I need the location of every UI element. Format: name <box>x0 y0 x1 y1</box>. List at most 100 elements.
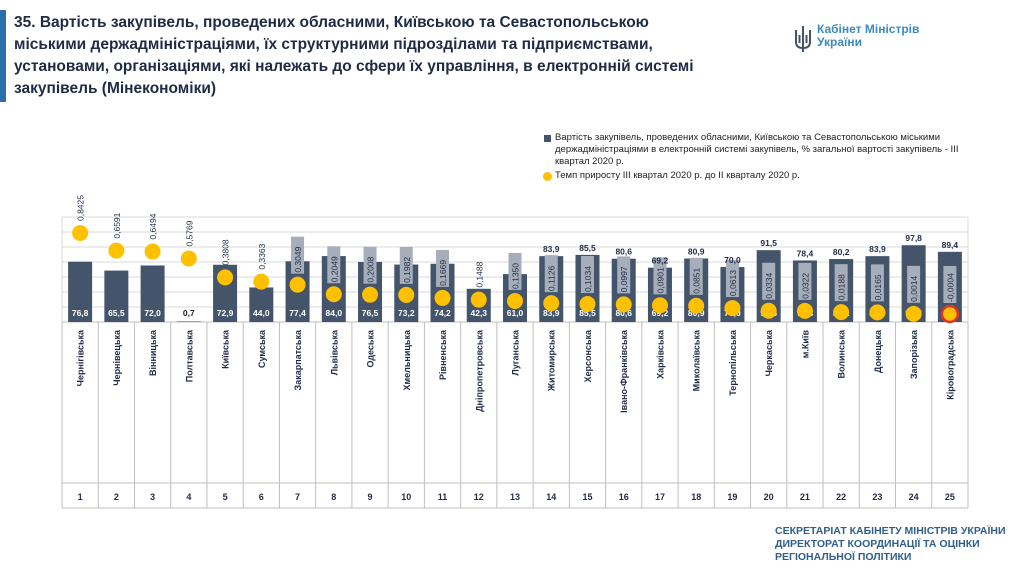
rank-label: 9 <box>368 492 373 502</box>
growth-label-box <box>399 246 413 284</box>
growth-label-box <box>580 256 594 294</box>
category-label: Кіровоградська <box>945 329 955 400</box>
legend-entry-dots: Темп приросту ІІІ квартал 2020 р. до ІІ … <box>543 170 963 182</box>
bar-value-label: 42,3 <box>470 308 487 318</box>
category-label: Черкаська <box>764 329 774 376</box>
growth-label-box <box>762 262 776 300</box>
growth-dot <box>796 302 813 319</box>
category-label: Одеська <box>366 329 376 367</box>
growth-value-label: 0,1350 <box>511 263 521 289</box>
legend-bar-swatch <box>544 135 551 142</box>
growth-dot <box>108 242 125 259</box>
rank-label: 18 <box>691 492 701 502</box>
category-label: м.Київ <box>800 330 810 359</box>
bar-value-label: 76,8 <box>72 308 89 318</box>
category-label: Чернігівська <box>76 329 86 386</box>
growth-value-label: 0,2049 <box>329 256 339 282</box>
growth-value-label: 0,0901 <box>655 267 665 293</box>
rank-label: 2 <box>114 492 119 502</box>
logo-text: Кабінет Міністрів України <box>817 23 919 49</box>
growth-value-label: -0,0004 <box>945 273 955 302</box>
category-label: Луганська <box>511 329 521 376</box>
growth-value-label: 0,0014 <box>909 276 919 302</box>
growth-dot <box>905 305 922 322</box>
bar-top-label: 80,9 <box>688 246 705 256</box>
bar <box>68 261 93 322</box>
category-label: Львівська <box>329 329 339 375</box>
rank-label: 3 <box>150 492 155 502</box>
growth-dot <box>72 225 89 241</box>
growth-dot <box>833 304 850 321</box>
rank-label: 20 <box>764 492 774 502</box>
bar-top-label: 89,4 <box>942 240 959 250</box>
growth-dot <box>543 295 560 312</box>
bar-value-label: 72,0 <box>144 308 161 318</box>
growth-value-label: 0,0613 <box>728 270 738 296</box>
logo-line-1: Кабінет Міністрів <box>817 22 920 36</box>
growth-value-label: 0,1669 <box>438 260 448 286</box>
growth-dot <box>325 286 342 303</box>
growth-label-box <box>943 266 957 303</box>
rank-label: 8 <box>331 492 336 502</box>
legend-entry-bars: Вартість закупівель, проведених обласним… <box>543 132 963 168</box>
growth-dot <box>398 286 415 303</box>
growth-label-box <box>291 236 305 274</box>
growth-value-label: 0,1126 <box>547 266 557 292</box>
growth-value-label: 0,1488 <box>474 261 484 287</box>
growth-dot <box>253 273 270 290</box>
bar-top-label: 97,8 <box>905 233 922 243</box>
growth-label-box <box>907 265 921 303</box>
bar <box>140 265 165 322</box>
bar-value-label: 83,9 <box>543 308 560 318</box>
rank-label: 1 <box>78 492 83 502</box>
rank-label: 15 <box>582 492 592 502</box>
growth-label-box <box>798 262 812 300</box>
growth-label-box <box>436 249 450 287</box>
growth-dot <box>760 302 777 319</box>
rank-label: 23 <box>872 492 882 502</box>
rank-label: 22 <box>836 492 846 502</box>
growth-label-box <box>870 264 884 302</box>
rank-label: 17 <box>655 492 665 502</box>
bar-top-label: 83,9 <box>543 244 560 254</box>
bar-value-label: 76,5 <box>362 308 379 318</box>
category-label: Донецька <box>873 329 883 373</box>
bar-value-label: 0,7 <box>183 308 195 318</box>
rank-label: 24 <box>909 492 919 502</box>
title-accent-bar <box>0 10 6 102</box>
rank-label: 7 <box>295 492 300 502</box>
bar-top-label: 70,0 <box>724 255 741 265</box>
growth-value-label: 0,3363 <box>257 243 267 269</box>
rank-label: 13 <box>510 492 520 502</box>
rank-label: 6 <box>259 492 264 502</box>
bar-value-label: 85,5 <box>579 308 596 318</box>
growth-value-label: 0,0997 <box>619 266 629 292</box>
category-label: Івано-Франківська <box>619 329 629 413</box>
rank-label: 14 <box>546 492 556 502</box>
growth-label-box <box>653 257 667 295</box>
growth-value-label: 0,3049 <box>293 246 303 272</box>
logo-line-2: України <box>817 35 863 49</box>
growth-value-label: 0,0322 <box>800 273 810 299</box>
growth-label-box <box>544 255 558 293</box>
bar-top-label: 83,9 <box>869 244 886 254</box>
growth-value-label: 0,8425 <box>76 195 86 221</box>
growth-value-label: 0,0165 <box>873 274 883 300</box>
growth-value-label: 0,6591 <box>112 212 122 238</box>
bar-top-label: 69,2 <box>652 256 669 266</box>
bar-top-label: 85,5 <box>579 243 596 253</box>
growth-label-box <box>834 264 848 302</box>
rank-label: 10 <box>401 492 411 502</box>
growth-value-label: 0,1034 <box>583 266 593 292</box>
growth-dot <box>940 304 960 324</box>
bar-value-label: 80,6 <box>615 308 632 318</box>
bar-value-label: 72,9 <box>217 308 234 318</box>
rank-label: 19 <box>727 492 737 502</box>
rank-label: 25 <box>945 492 955 502</box>
growth-value-label: 0,1982 <box>402 257 412 283</box>
bar-value-label: 74,2 <box>434 308 451 318</box>
category-label: Волинська <box>837 329 847 379</box>
growth-label-box <box>689 257 703 295</box>
growth-dot <box>362 286 379 303</box>
